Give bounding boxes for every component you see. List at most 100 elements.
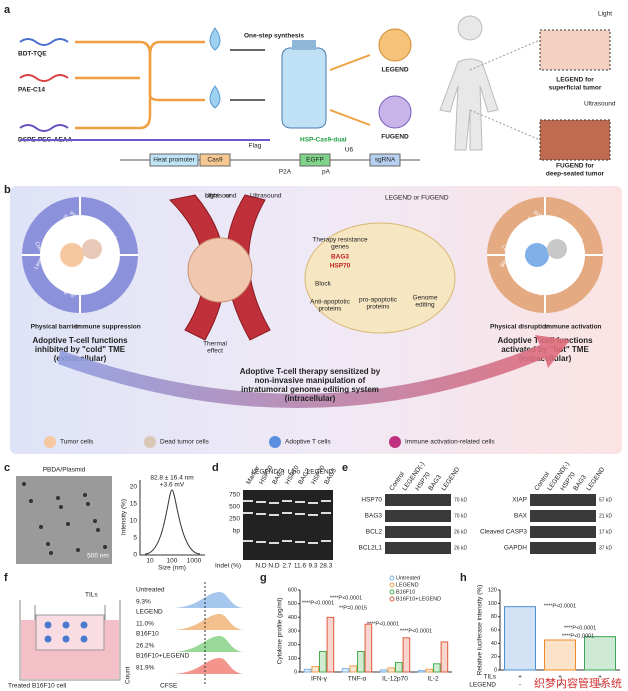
particle (22, 482, 26, 486)
material-icon (19, 124, 69, 132)
blot-strip (530, 542, 596, 554)
band (282, 540, 292, 542)
bar (311, 666, 319, 673)
y-tick-label: 500 (288, 601, 297, 607)
construct-element: Flag (249, 143, 262, 150)
x-tick-label: TNF-α (348, 676, 367, 683)
droplet (209, 27, 221, 51)
plot-annotation: +3.6 mV (160, 482, 185, 489)
construct-element: sgRNA (375, 157, 396, 164)
bar (319, 651, 327, 673)
construct-block (149, 153, 199, 167)
particle (103, 545, 107, 549)
construct-element: EGFP (306, 157, 324, 164)
particle (59, 505, 63, 509)
blot-strip (530, 526, 596, 538)
band (308, 502, 318, 504)
bar (584, 636, 616, 671)
blot-strip (385, 526, 451, 538)
material-name: BDT-TQE (18, 51, 47, 58)
til (80, 621, 88, 629)
row-sign: + (558, 674, 562, 681)
y-tick-label: 15 (130, 501, 138, 508)
product-name: LEGEND (381, 67, 408, 74)
legend-label: Tumor cells (60, 439, 94, 446)
panel-label: d (212, 462, 219, 474)
band (321, 512, 331, 514)
y-axis-label: Intensity (%) (121, 499, 128, 535)
band (308, 514, 318, 516)
x-tick-label: IFN-γ (311, 676, 328, 683)
watermark: 织梦内容管理系统 (534, 676, 622, 690)
mechanism-label: genes (331, 244, 349, 251)
center-title: (intracellular) (285, 394, 336, 403)
material-name: PAE-C14 (18, 87, 45, 94)
construct-element: U6 (345, 147, 354, 154)
panel-label: c (4, 462, 10, 474)
row-sign: + (558, 682, 562, 689)
orange-line (75, 40, 205, 102)
lane-label: LEGEND (585, 466, 606, 492)
til (44, 635, 52, 643)
orange-line (75, 40, 205, 130)
band (256, 513, 266, 515)
material-icon (19, 74, 69, 82)
wheel-title: inhibited by "cold" TME (35, 345, 126, 354)
center-title: intratumoral genome editing system (241, 385, 379, 394)
protein-label: BCL2 (366, 529, 383, 536)
agent-label: LEGEND or FUGEND (385, 195, 449, 202)
legend-label: LEGEND (396, 582, 419, 588)
particle (66, 522, 70, 526)
skin-tumor (539, 29, 611, 71)
y-tick-label: 600 (288, 587, 297, 593)
flow-histogram (170, 614, 245, 630)
marker-label: 250 (229, 516, 240, 523)
stimulus-label: Light (205, 193, 219, 200)
particle (83, 493, 87, 497)
p-value: ****P<0.0001 (544, 603, 576, 609)
y-tick-label: 400 (288, 615, 297, 621)
band (243, 500, 253, 502)
panel-label: b (4, 184, 11, 196)
band (295, 513, 305, 515)
construct-element: pA (322, 169, 331, 176)
indel-value: N.D (268, 563, 280, 570)
bar (504, 606, 536, 671)
legend-marker (389, 596, 395, 602)
band (295, 501, 305, 503)
blot-strip (385, 494, 451, 506)
band (321, 540, 331, 542)
step-label: One-step synthesis (244, 33, 304, 40)
kd-label: 17 kD (599, 529, 612, 535)
use-label: FUGEND for (556, 163, 594, 170)
wheel-bottom-label: Physical disruption (490, 324, 550, 331)
stimulus-label: Ultrasound (584, 101, 616, 108)
center-title: non-invasive manipulation of (255, 376, 366, 385)
y-tick-label: 300 (288, 628, 297, 634)
flow-percent: 26.2% (136, 643, 155, 650)
legend-label: Immune activation-related cells (405, 439, 495, 446)
wheel-bottom-label: Physical barrier (31, 324, 80, 331)
bar (544, 639, 576, 671)
particle (93, 519, 97, 523)
flow-percent: 81.9% (136, 665, 155, 672)
band (243, 540, 253, 542)
y-tick-label: 100 (488, 601, 497, 607)
tils-label: TILs (85, 592, 98, 599)
particle (86, 502, 90, 506)
p-value: ****P<0.0001 (330, 595, 362, 601)
legend-label: Untreated (396, 575, 420, 581)
band (269, 502, 279, 504)
legend-swatch (269, 436, 281, 448)
fugend-particle (378, 95, 412, 129)
legend-swatch (44, 436, 56, 448)
mechanism-label: proteins (366, 304, 390, 311)
band (243, 512, 253, 514)
protein-label: GAPDH (504, 545, 527, 552)
legend-marker (389, 575, 395, 581)
y-tick-label: 60 (491, 627, 497, 633)
human-body (439, 15, 499, 151)
x-tick-label: IL-2 (427, 676, 439, 683)
stimulus-label: or (205, 193, 212, 200)
indel-value: 9.3 (308, 563, 317, 570)
